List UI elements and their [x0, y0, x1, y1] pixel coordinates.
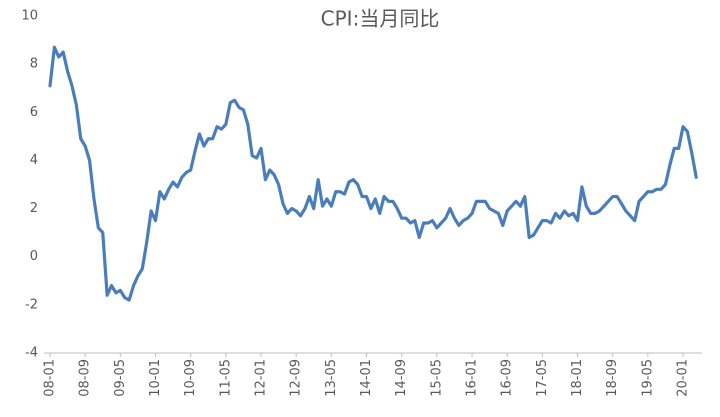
- x-tick-label: 20-01: [676, 359, 691, 397]
- x-tick-label: 17-05: [535, 359, 550, 397]
- x-tick-label: 19-05: [640, 359, 655, 397]
- y-tick-label: -2: [25, 297, 38, 312]
- x-tick-label: 18-01: [570, 359, 585, 397]
- x-tick-label: 14-09: [394, 359, 409, 397]
- x-tick-label: 14-01: [359, 359, 374, 397]
- x-tick-label: 08-09: [78, 359, 93, 397]
- y-tick-label: 6: [30, 105, 38, 120]
- x-tick-label: 09-05: [113, 359, 128, 397]
- x-tick-label: 11-05: [218, 359, 233, 397]
- x-tick-label: 08-01: [43, 359, 58, 397]
- x-tick-label: 10-09: [183, 359, 198, 397]
- x-tick-label: 12-01: [254, 359, 269, 397]
- y-tick-label: 2: [30, 201, 38, 216]
- y-tick-label: -4: [25, 346, 38, 361]
- chart-title: CPI:当月同比: [321, 7, 440, 31]
- cpi-line: [48, 45, 698, 302]
- x-tick-label: 16-01: [465, 359, 480, 397]
- x-tick-label: 12-09: [289, 359, 304, 397]
- y-tick-label: 0: [30, 249, 38, 264]
- x-tick-label: 16-09: [500, 359, 515, 397]
- y-tick-label: 4: [30, 153, 38, 168]
- y-tick-label: 8: [30, 57, 38, 72]
- x-tick-label: 15-05: [429, 359, 444, 397]
- x-tick-label: 18-09: [605, 359, 620, 397]
- y-tick-label: 10: [21, 9, 38, 24]
- x-tick-label: 13-05: [324, 359, 339, 397]
- x-tick-label: 10-01: [148, 359, 163, 397]
